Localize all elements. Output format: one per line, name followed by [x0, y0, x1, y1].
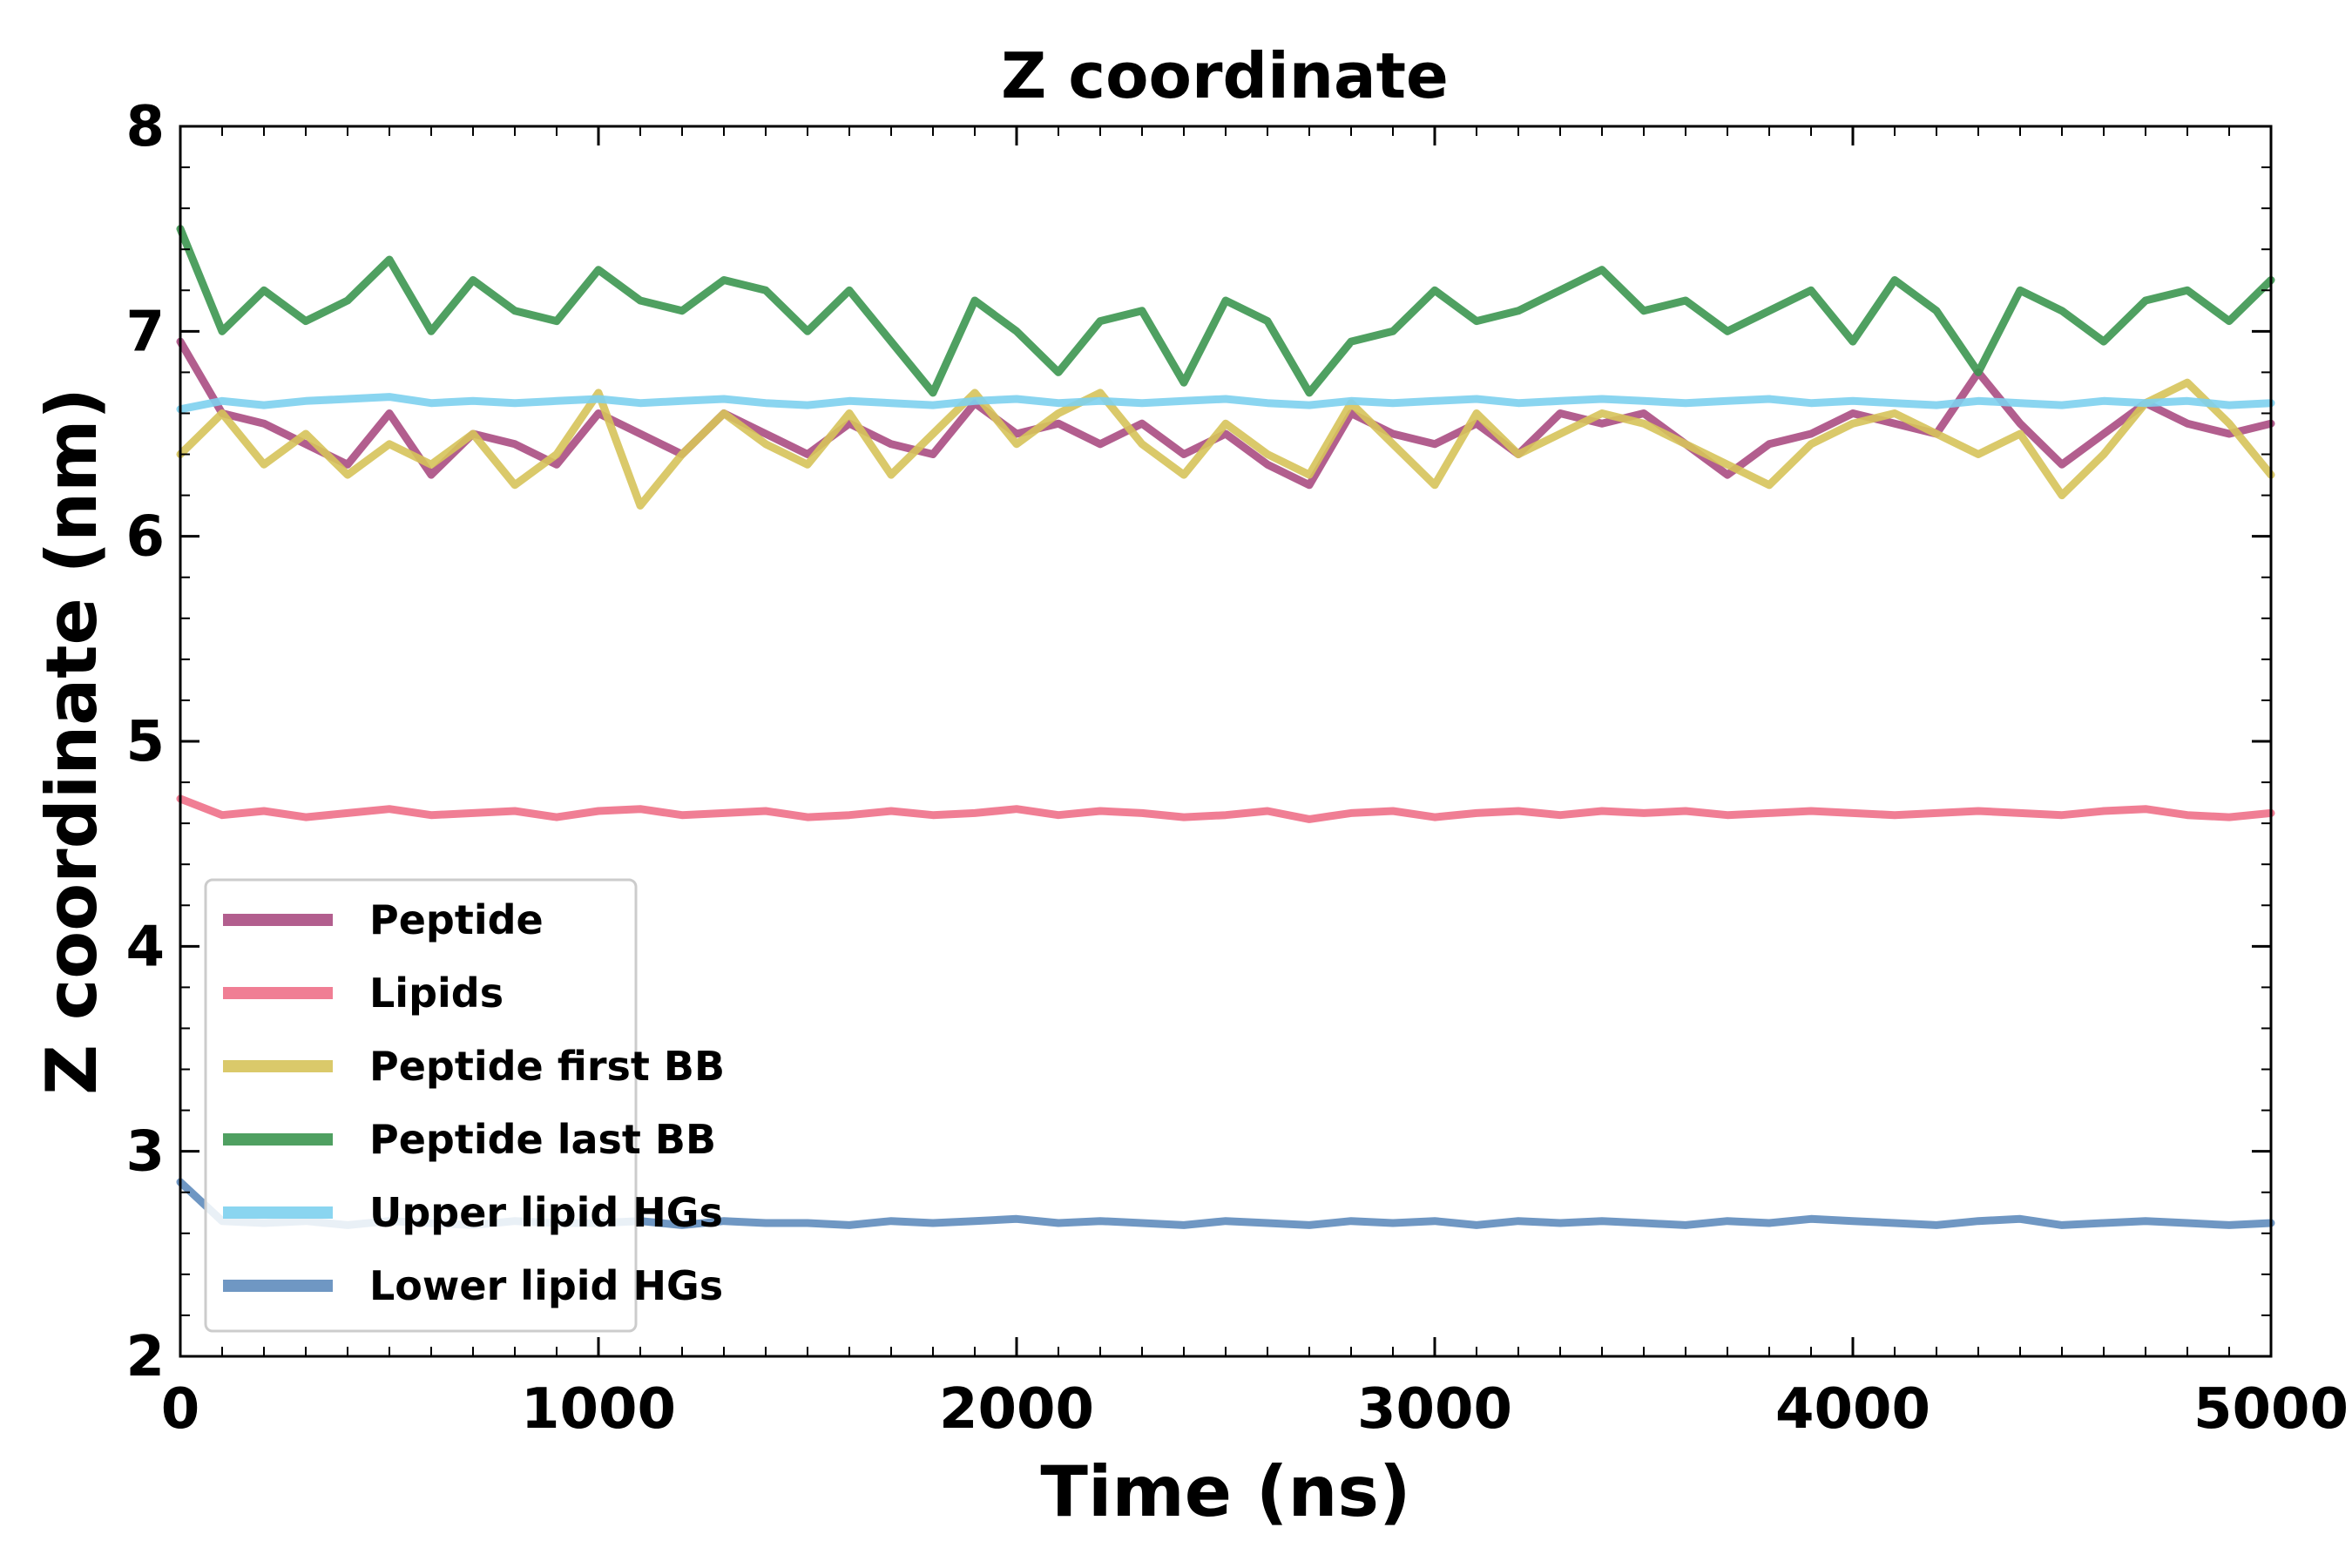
y-axis-label: Z coordinate (nm)	[31, 388, 112, 1095]
chart-title: Z coordinate	[1001, 39, 1449, 112]
legend-entries: Peptide Lipids Peptide first BB Peptide las…	[223, 896, 725, 1309]
legend-label-0: Peptide	[369, 896, 544, 943]
legend-label-4: Upper lipid HGs	[369, 1189, 723, 1236]
series-line-1	[176, 794, 2275, 823]
x-tick-label: 2000	[939, 1377, 1094, 1442]
series-line-2	[176, 378, 2275, 510]
x-tick-label: 4000	[1775, 1377, 1930, 1442]
legend-label-3: Peptide last BB	[369, 1116, 716, 1163]
x-axis-label: Time (ns)	[1040, 1451, 1410, 1532]
y-tick-label: 2	[125, 1325, 165, 1389]
legend-label-2: Peptide first BB	[369, 1043, 725, 1090]
x-tick-label: 1000	[521, 1377, 676, 1442]
axis-ticks-group	[179, 125, 2273, 1358]
x-tick-label: 3000	[1357, 1377, 1512, 1442]
legend-label-1: Lipids	[369, 970, 504, 1017]
x-tick-label: 0	[161, 1377, 200, 1442]
tick-labels-group: 0 1000 2000 3000 4000 5000 2 3 4 5 6 7 8	[125, 95, 2349, 1442]
y-tick-label: 5	[125, 710, 165, 774]
series-line-4	[176, 393, 2275, 414]
y-tick-label: 8	[125, 95, 165, 159]
legend-label-5: Lower lipid HGs	[369, 1262, 723, 1309]
y-tick-label: 4	[125, 915, 165, 979]
series-line-3	[176, 225, 2275, 397]
y-tick-label: 3	[125, 1120, 165, 1185]
y-tick-label: 7	[125, 300, 165, 364]
x-tick-label: 5000	[2193, 1377, 2349, 1442]
y-tick-label: 6	[125, 505, 165, 570]
legend: Peptide Lipids Peptide first BB Peptide las…	[204, 878, 725, 1333]
